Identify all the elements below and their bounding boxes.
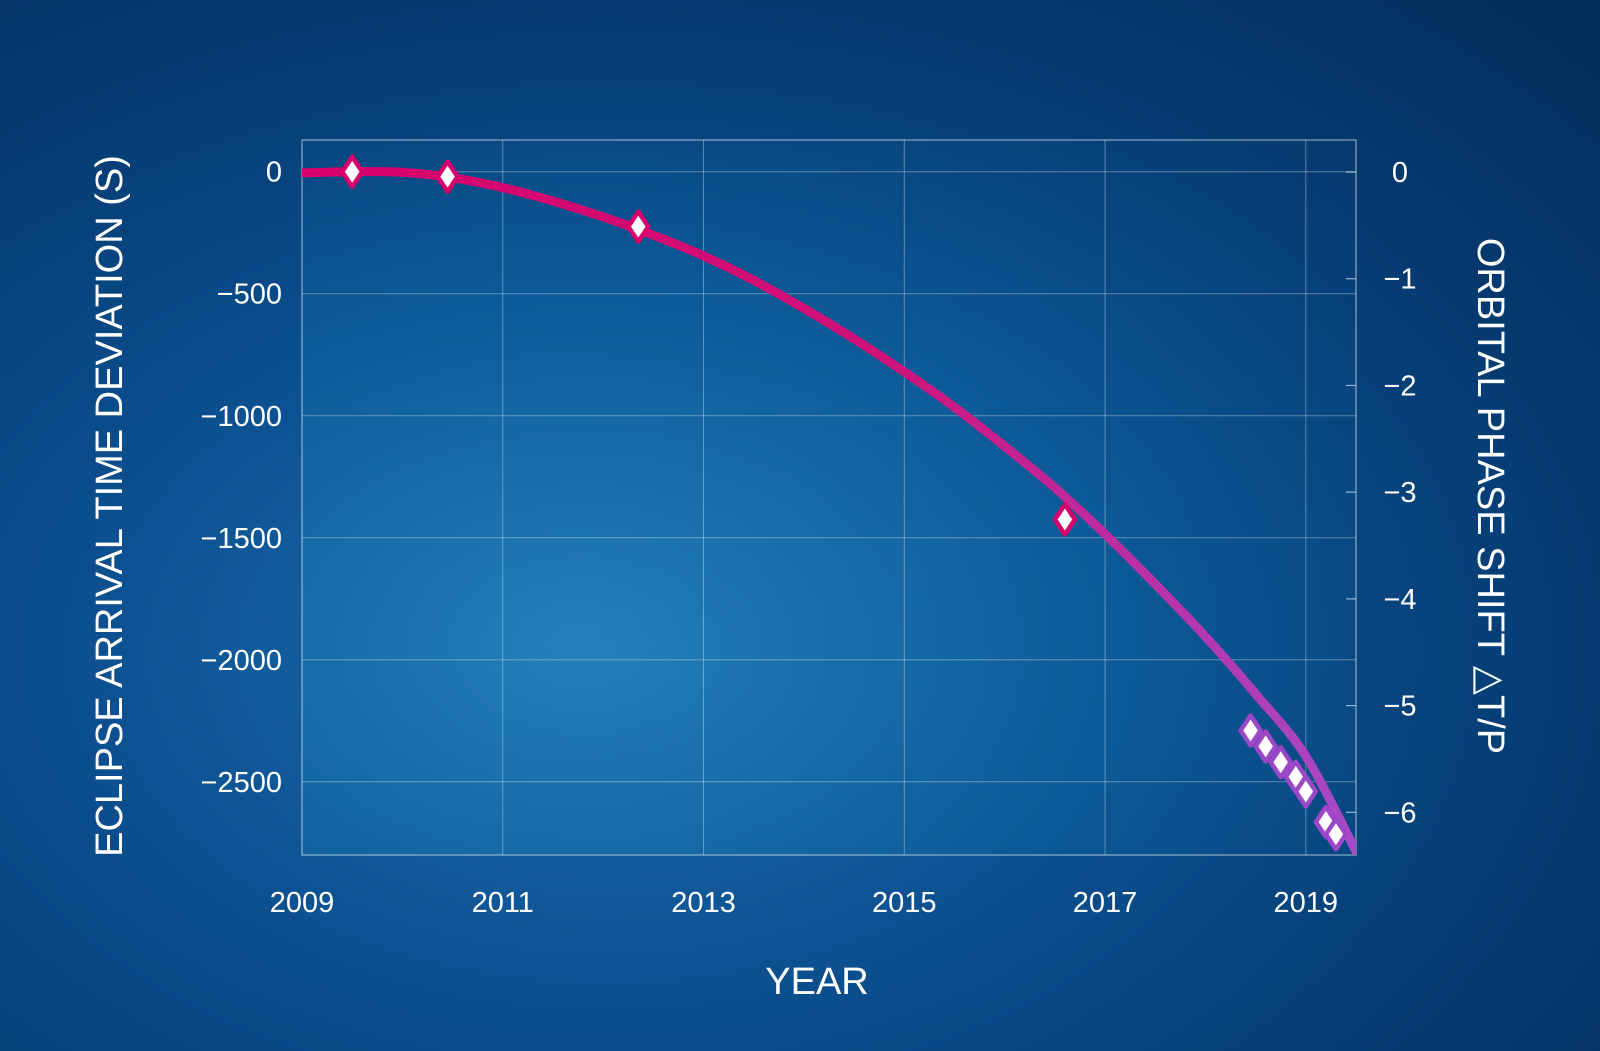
y2-axis-title: ORBITAL PHASE SHIFT △T/P xyxy=(1469,238,1511,754)
fit-curve xyxy=(302,167,1356,855)
y2-tick-label: −2 xyxy=(1383,370,1416,402)
y2-tick-label: −6 xyxy=(1383,797,1416,829)
y-tick-label: −2500 xyxy=(201,767,282,799)
plot-area xyxy=(301,139,1357,856)
x-tick-labels: 2009 2011 2013 2015 2017 2019 xyxy=(270,887,1338,919)
observation-point xyxy=(1238,713,1263,748)
y-tick-label: −500 xyxy=(217,279,282,311)
observation-point xyxy=(339,154,365,189)
x-tick-label: 2009 xyxy=(270,887,335,919)
observation-markers xyxy=(339,154,1349,852)
y-axis-title: ECLIPSE ARRIVAL TIME DEVIATION (S) xyxy=(89,155,131,857)
x-tick-label: 2013 xyxy=(671,887,736,919)
y-tick-label: −2000 xyxy=(201,645,282,677)
y2-tick-label: −5 xyxy=(1383,691,1416,723)
y-tick-label: −1000 xyxy=(201,401,282,433)
x-tick-label: 2011 xyxy=(472,887,534,919)
observation-point xyxy=(1293,774,1319,809)
x-tick-label: 2019 xyxy=(1274,887,1339,919)
axis-ticks xyxy=(1346,171,1356,813)
observation-point xyxy=(1323,817,1349,852)
y-tick-label: −1500 xyxy=(201,523,282,555)
x-axis-title: YEAR xyxy=(765,961,868,1003)
observation-point xyxy=(1253,729,1278,764)
y2-tick-label: −4 xyxy=(1383,584,1416,616)
observation-point xyxy=(435,159,460,194)
y2-tick-label: 0 xyxy=(1392,157,1408,189)
observation-point xyxy=(626,209,651,244)
y-tick-label: 0 xyxy=(266,157,282,189)
x-tick-label: 2015 xyxy=(872,887,937,919)
y2-tick-label: −1 xyxy=(1383,264,1416,296)
observation-point xyxy=(1052,502,1078,537)
x-tick-label: 2017 xyxy=(1073,887,1138,919)
y2-tick-labels: 0 −1 −2 −3 −4 −5 −6 xyxy=(1383,157,1416,829)
y-tick-labels: 0 −500 −1000 −1500 −2000 −2500 xyxy=(201,157,282,799)
y2-tick-label: −3 xyxy=(1383,477,1416,509)
observation-point xyxy=(1268,745,1293,780)
